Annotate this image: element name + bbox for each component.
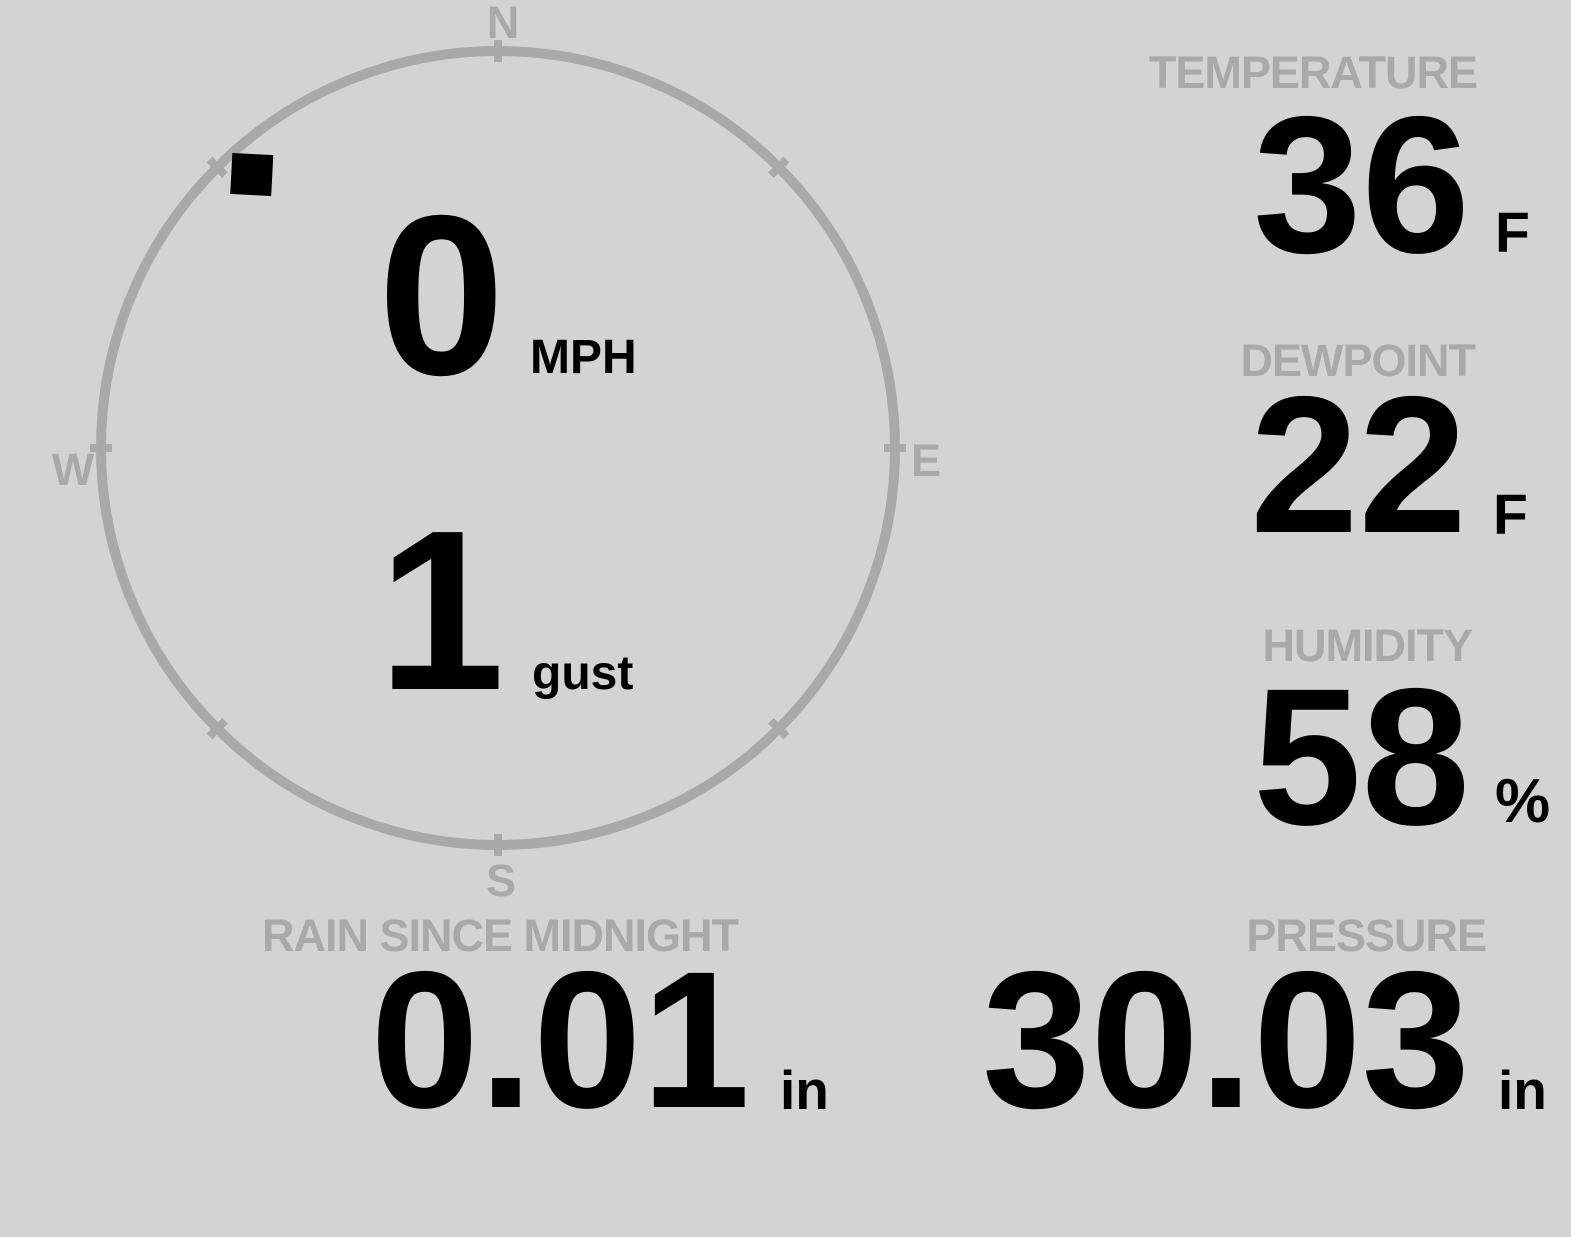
metric-value-pressure: 30.03 xyxy=(982,931,1470,1149)
wind-speed-unit: MPH xyxy=(530,331,637,384)
metric-label-pressure: PRESSURE xyxy=(1246,910,1487,961)
wind-compass-dial xyxy=(90,40,906,856)
metric-value-dewpoint: 22 xyxy=(1250,356,1467,574)
wind-gust-unit: gust xyxy=(532,647,634,700)
compass-tick-marks xyxy=(90,40,906,856)
compass-label-west: W xyxy=(51,444,95,495)
metric-label-rain-since-midnight: RAIN SINCE MIDNIGHT xyxy=(262,910,739,961)
compass-label-north: N xyxy=(486,0,520,48)
metric-unit-dewpoint: F xyxy=(1493,483,1528,547)
wind-speed-value: 0 xyxy=(378,169,505,423)
metric-value-rain-since-midnight: 0.01 xyxy=(370,931,750,1149)
metric-unit-humidity: % xyxy=(1495,767,1551,836)
metric-value-humidity: 58 xyxy=(1253,648,1470,866)
compass-label-south: S xyxy=(485,855,517,906)
metric-unit-temperature: F xyxy=(1495,201,1530,265)
compass-label-east: E xyxy=(910,435,942,486)
metric-label-temperature: TEMPERATURE xyxy=(1148,47,1478,98)
wind-direction-diamond-icon xyxy=(230,152,274,197)
metric-value-temperature: 36 xyxy=(1253,76,1470,294)
metric-unit-pressure: in xyxy=(1498,1059,1547,1121)
metric-label-humidity: HUMIDITY xyxy=(1262,620,1473,671)
metric-label-dewpoint: DEWPOINT xyxy=(1240,335,1476,386)
metric-unit-rain-since-midnight: in xyxy=(780,1059,829,1121)
wind-gust-value: 1 xyxy=(378,484,505,738)
wind-direction-marker xyxy=(230,152,274,197)
